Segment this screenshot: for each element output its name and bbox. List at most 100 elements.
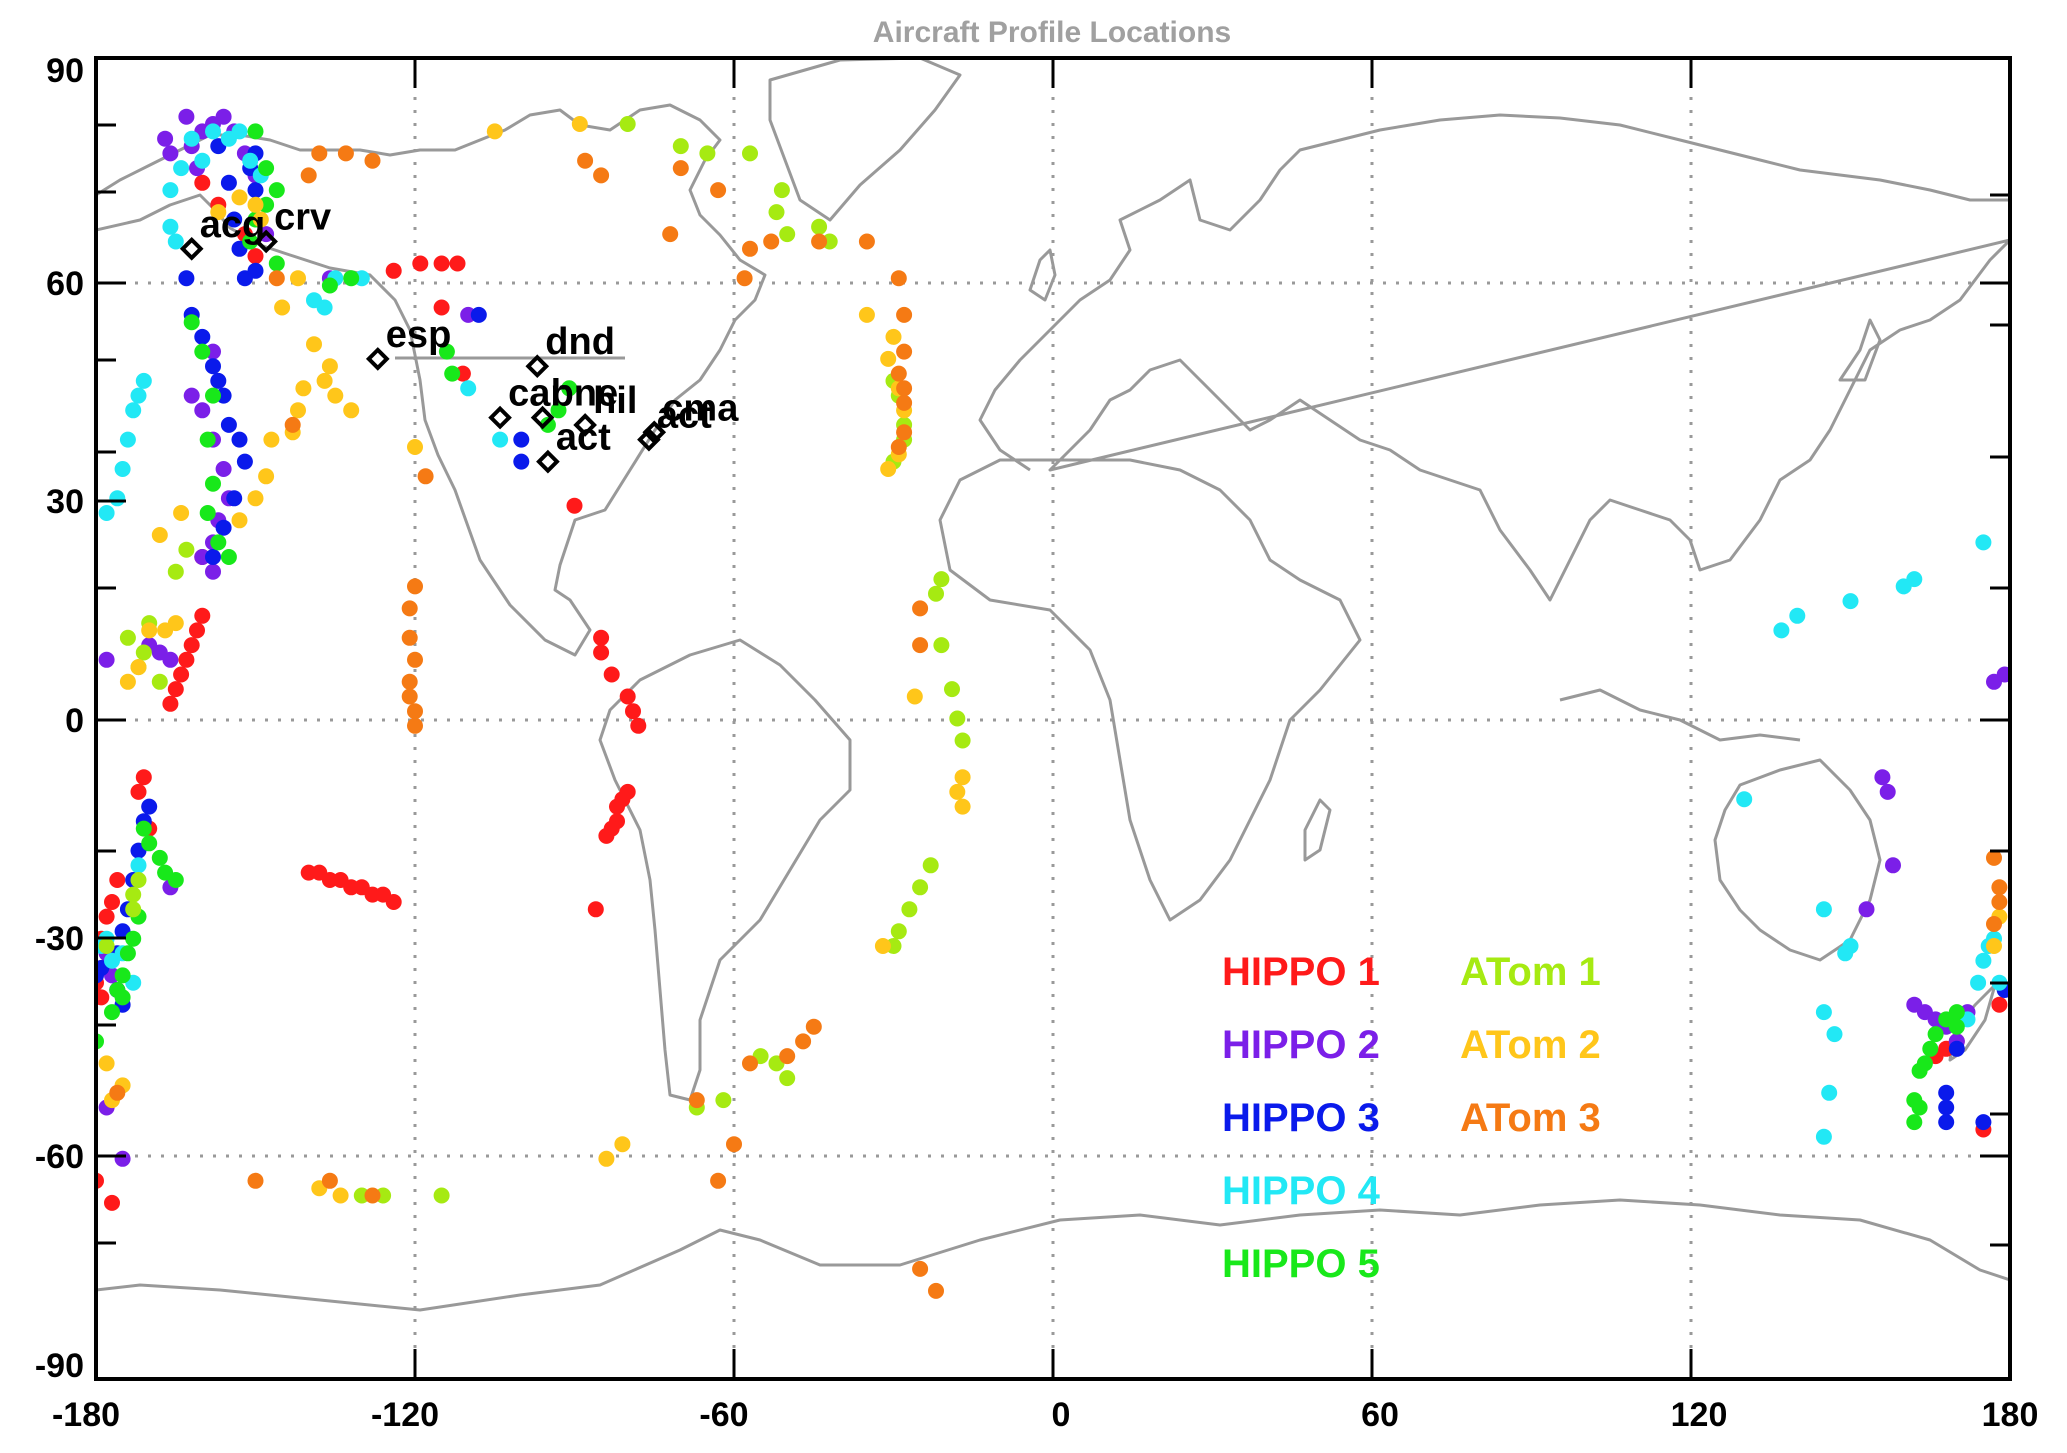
profile-point-hippo-5 [268, 255, 285, 272]
profile-point-atom-3 [593, 167, 610, 184]
x-tick-label: -180 [52, 1396, 120, 1434]
profile-point-atom-2 [173, 505, 190, 521]
profile-point-hippo-5 [199, 431, 216, 448]
profile-point-hippo-4 [492, 431, 509, 448]
profile-point-hippo-4 [1975, 534, 1992, 551]
profile-point-hippo-5 [205, 387, 221, 404]
profile-point-atom-3 [912, 600, 929, 617]
profile-point-atom-2 [210, 204, 227, 221]
profile-point-hippo-1 [385, 894, 402, 910]
legend-entry-hippo-4: HIPPO 4 [1222, 1169, 1381, 1213]
north-america-coast [96, 103, 767, 657]
profile-point-atom-1 [890, 923, 907, 940]
profile-point-hippo-3 [220, 416, 237, 433]
profile-point-hippo-1 [104, 1194, 120, 1211]
profile-point-hippo-4 [162, 182, 179, 199]
profile-point-hippo-5 [220, 549, 237, 565]
x-tick-label: 180 [1982, 1396, 2039, 1434]
profile-point-hippo-1 [189, 622, 205, 639]
profile-point-hippo-5 [242, 233, 259, 250]
profile-point-hippo-1 [619, 688, 636, 705]
profile-point-hippo-5 [104, 1004, 120, 1021]
profile-point-hippo-5 [539, 416, 556, 433]
profile-point-atom-2 [263, 431, 280, 448]
profile-point-atom-3 [321, 1172, 338, 1189]
profile-point-atom-3 [1986, 916, 2002, 932]
profile-point-hippo-4 [1826, 1026, 1843, 1043]
profile-point-hippo-1 [109, 872, 126, 888]
profile-point-atom-1 [954, 732, 971, 749]
profile-point-hippo-4 [242, 152, 259, 169]
coastlines [96, 58, 2010, 1312]
profile-point-hippo-1 [412, 255, 429, 272]
profile-point-atom-2 [321, 358, 338, 375]
profile-point-atom-3 [928, 1282, 944, 1299]
x-tick-label: -60 [699, 1396, 748, 1434]
station-marker-acg [179, 236, 204, 261]
profile-point-atom-3 [742, 1055, 758, 1072]
profile-point-atom-3 [736, 270, 753, 287]
x-tick-label: 60 [1361, 1396, 1399, 1434]
profile-point-hippo-1 [566, 497, 583, 514]
legend-entry-hippo-1: HIPPO 1 [1222, 950, 1380, 994]
profile-point-atom-2 [247, 196, 264, 213]
profile-point-hippo-4 [460, 380, 477, 397]
profile-point-atom-1 [901, 901, 918, 918]
profile-point-hippo-4 [1736, 791, 1753, 808]
profile-point-hippo-2 [205, 563, 221, 580]
profile-point-hippo-5 [119, 945, 136, 962]
profile-point-atom-3 [311, 145, 328, 162]
profile-point-hippo-1 [587, 901, 604, 918]
profile-point-atom-1 [933, 571, 950, 588]
profile-point-atom-3 [726, 1136, 742, 1153]
madagascar-coast [1303, 798, 1332, 862]
profile-point-hippo-3 [226, 490, 243, 507]
legend-entry-atom-1: ATom 1 [1460, 950, 1601, 994]
profile-point-atom-3 [779, 1048, 796, 1065]
station-marker-dnd [525, 354, 550, 379]
profile-point-hippo-5 [183, 314, 200, 331]
profile-point-hippo-1 [173, 666, 190, 683]
station-marker-bne [530, 405, 555, 430]
profile-point-hippo-1 [385, 262, 402, 279]
legend-entry-atom-3: ATom 3 [1460, 1096, 1601, 1140]
profile-point-atom-2 [949, 783, 966, 800]
japan-coast [1838, 318, 1882, 382]
profile-point-atom-2 [614, 1136, 631, 1153]
profile-point-hippo-2 [157, 130, 174, 147]
profile-point-atom-1 [779, 1070, 796, 1087]
profile-point-hippo-1 [194, 607, 211, 624]
profile-point-hippo-1 [194, 174, 211, 191]
profile-point-hippo-3 [513, 431, 530, 448]
profile-point-hippo-5 [321, 277, 338, 294]
profile-point-hippo-5 [114, 989, 131, 1006]
profile-point-hippo-3 [1975, 1114, 1992, 1131]
profile-point-atom-3 [401, 688, 418, 705]
profile-point-atom-3 [710, 182, 727, 199]
profile-point-hippo-2 [215, 461, 232, 477]
profile-point-hippo-3 [1938, 1114, 1955, 1131]
profile-point-atom-3 [912, 637, 929, 654]
station-marker-crv [254, 229, 278, 254]
y-tick-label: 0 [65, 702, 84, 740]
profile-point-atom-2 [954, 769, 971, 786]
profile-point-hippo-4 [1821, 1084, 1838, 1101]
profile-point-hippo-5 [151, 849, 168, 866]
map-title: Aircraft Profile Locations [873, 16, 1231, 49]
profile-point-atom-2 [119, 673, 136, 690]
station-marker-esp [365, 347, 390, 371]
profile-point-atom-2 [598, 1150, 615, 1167]
station-label-bne: bne [551, 373, 619, 415]
profile-point-hippo-5 [199, 505, 216, 521]
x-axis-tick-labels: -180 -120 -60 0 60 120 180 [52, 1396, 2038, 1434]
profile-point-hippo-4 [109, 490, 126, 507]
profile-point-hippo-5 [1911, 1099, 1928, 1116]
profile-point-hippo-2 [1996, 666, 2010, 683]
profile-point-atom-2 [880, 461, 897, 477]
profile-point-hippo-3 [210, 372, 227, 389]
profile-point-atom-2 [290, 402, 306, 419]
profile-point-atom-1 [130, 872, 147, 888]
profile-point-hippo-1 [603, 666, 620, 683]
profile-point-hippo-5 [1906, 1114, 1923, 1131]
